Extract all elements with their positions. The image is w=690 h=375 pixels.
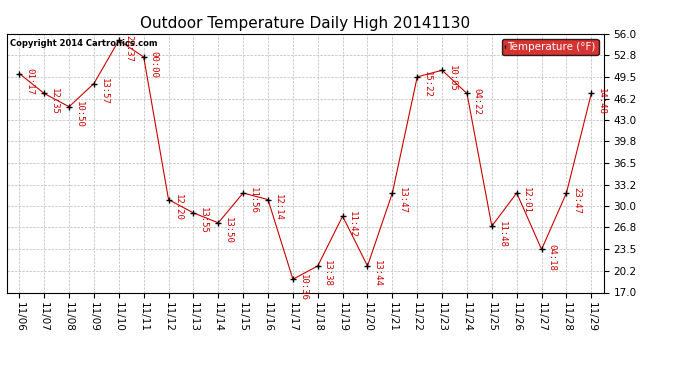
Text: 22:37: 22:37 — [124, 35, 133, 62]
Text: 11:56: 11:56 — [248, 188, 257, 214]
Text: 10:50: 10:50 — [75, 101, 83, 128]
Text: 10:36: 10:36 — [299, 274, 308, 300]
Text: 01:17: 01:17 — [25, 68, 34, 95]
Text: 04:22: 04:22 — [473, 88, 482, 115]
Text: 11:48: 11:48 — [497, 220, 506, 248]
Text: 11:42: 11:42 — [348, 211, 357, 237]
Text: 23:47: 23:47 — [572, 188, 581, 214]
Text: 12:20: 12:20 — [174, 194, 183, 221]
Text: 13:47: 13:47 — [398, 188, 407, 214]
Text: 15:22: 15:22 — [423, 71, 432, 98]
Text: 13:55: 13:55 — [199, 207, 208, 234]
Title: Outdoor Temperature Daily High 20141130: Outdoor Temperature Daily High 20141130 — [140, 16, 471, 31]
Text: 00:00: 00:00 — [149, 51, 158, 78]
Text: 13:57: 13:57 — [99, 78, 108, 105]
Text: 13:38: 13:38 — [324, 260, 333, 287]
Text: Copyright 2014 Cartronics.com: Copyright 2014 Cartronics.com — [10, 39, 157, 48]
Text: 12:14: 12:14 — [273, 194, 283, 221]
Text: 12:35: 12:35 — [50, 88, 59, 115]
Text: 10:05: 10:05 — [448, 64, 457, 92]
Legend: Temperature (°F): Temperature (°F) — [502, 39, 598, 55]
Text: 13:50: 13:50 — [224, 217, 233, 244]
Text: 12:01: 12:01 — [522, 188, 531, 214]
Text: 04:18: 04:18 — [547, 244, 556, 271]
Text: 13:44: 13:44 — [373, 260, 382, 287]
Text: 14:48: 14:48 — [597, 88, 606, 115]
